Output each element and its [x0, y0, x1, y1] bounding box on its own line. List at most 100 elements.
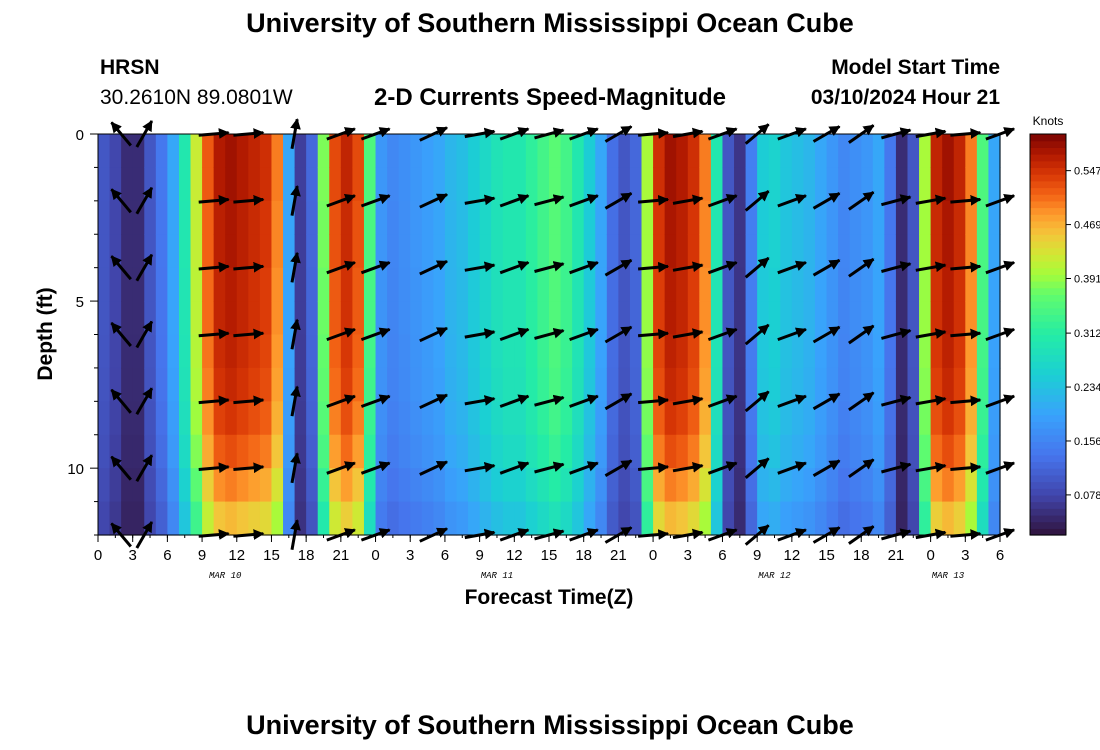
colorbar-segment	[1030, 134, 1066, 142]
heatmap-cell	[583, 468, 596, 503]
heatmap-cell	[814, 167, 828, 202]
heatmap-cell	[687, 134, 700, 169]
page-title: University of Southern Mississippi Ocean…	[246, 8, 854, 38]
heatmap-cell	[329, 301, 342, 336]
heatmap-cell	[502, 134, 515, 169]
heatmap-cell	[98, 434, 111, 469]
heatmap-cell	[653, 334, 666, 369]
heatmap-cell	[606, 401, 619, 436]
colorbar-segment	[1030, 488, 1066, 496]
heatmap-cell	[456, 334, 469, 369]
colorbar-segment	[1030, 448, 1066, 456]
heatmap-cell	[653, 200, 666, 235]
heatmap-cell	[803, 134, 816, 169]
current-vector	[110, 188, 132, 214]
heatmap-cell	[757, 267, 770, 302]
heatmap-cell	[155, 200, 168, 235]
heatmap-cell	[202, 334, 215, 369]
heatmap-cell	[121, 367, 134, 402]
heatmap-cell	[664, 134, 677, 169]
current-vector	[604, 192, 633, 210]
heatmap-cell	[444, 434, 458, 469]
heatmap-cell	[387, 267, 400, 302]
x-axis-label: Forecast Time(Z)	[465, 586, 634, 609]
heatmap-cell	[155, 468, 168, 503]
heatmap-cell	[468, 501, 481, 536]
current-vector	[110, 455, 132, 481]
heatmap-cell	[225, 334, 238, 369]
heatmap-cell	[768, 234, 781, 269]
heatmap-cell	[387, 401, 400, 436]
heatmap-cell	[537, 367, 550, 402]
heatmap-cell	[988, 267, 1001, 302]
heatmap-cell	[872, 200, 885, 235]
current-vector	[812, 392, 841, 411]
heatmap-cell	[387, 334, 400, 369]
heatmap-cell	[444, 134, 458, 169]
heatmap-cell	[791, 367, 805, 402]
heatmap-cell	[236, 434, 249, 469]
heatmap-cell	[653, 167, 666, 202]
heatmap-cell	[525, 501, 539, 536]
heatmap-cell	[895, 267, 909, 302]
heatmap-cell	[687, 468, 700, 503]
heatmap-cell	[178, 200, 192, 235]
heatmap-cell	[791, 301, 805, 336]
current-vector	[604, 258, 633, 277]
heatmap-cell	[352, 301, 365, 336]
heatmap-cell	[190, 200, 203, 235]
heatmap-cell	[225, 167, 238, 202]
heatmap-cell	[583, 401, 596, 436]
heatmap-cell	[849, 234, 862, 269]
heatmap-cell	[352, 334, 365, 369]
heatmap-cell	[814, 367, 828, 402]
current-vector	[604, 392, 633, 411]
heatmap-cell	[953, 434, 966, 469]
heatmap-cell	[190, 334, 203, 369]
heatmap-cell	[942, 267, 955, 302]
current-vector	[812, 258, 841, 277]
heatmap-cell	[294, 134, 307, 169]
heatmap-cell	[387, 434, 400, 469]
heatmap-cell	[109, 267, 122, 302]
current-vector	[672, 461, 704, 473]
heatmap-cell	[248, 501, 261, 536]
heatmap-cell	[202, 167, 215, 202]
heatmap-cell	[213, 267, 226, 302]
heatmap-cell	[317, 200, 330, 235]
heatmap-cell	[988, 134, 1001, 169]
heatmap-cell	[421, 501, 434, 536]
colorbar-segment	[1030, 301, 1066, 309]
heatmap-cell	[965, 134, 978, 169]
x-tick-label: 21	[610, 547, 627, 564]
heatmap-cell	[976, 234, 990, 269]
heatmap-cell	[595, 434, 608, 469]
heatmap-cell	[629, 200, 643, 235]
heatmap-cell	[468, 234, 481, 269]
heatmap-cell	[595, 501, 608, 536]
heatmap-cell	[699, 301, 712, 336]
heatmap-cell	[213, 434, 226, 469]
heatmap-cell	[606, 501, 619, 536]
heatmap-cell	[259, 200, 273, 235]
heatmap-cell	[537, 134, 550, 169]
heatmap-cell	[468, 468, 481, 503]
heatmap-cell	[780, 267, 793, 302]
x-tick-label: 18	[853, 547, 870, 564]
colorbar-segment	[1030, 354, 1066, 362]
heatmap-cell	[329, 367, 342, 402]
heatmap-cell	[98, 167, 111, 202]
y-tick-label: 0	[76, 127, 84, 144]
heatmap-cell	[202, 200, 215, 235]
current-vector	[672, 395, 704, 406]
heatmap-cell	[294, 200, 307, 235]
heatmap-cell	[976, 367, 990, 402]
heatmap-cell	[144, 267, 157, 302]
heatmap-cell	[317, 334, 330, 369]
current-vector	[569, 461, 599, 475]
x-tick-label: 0	[94, 547, 102, 564]
current-vector	[637, 261, 670, 273]
heatmap-cell	[549, 501, 562, 536]
heatmap-cell	[98, 468, 111, 503]
heatmap-cell	[491, 468, 504, 503]
